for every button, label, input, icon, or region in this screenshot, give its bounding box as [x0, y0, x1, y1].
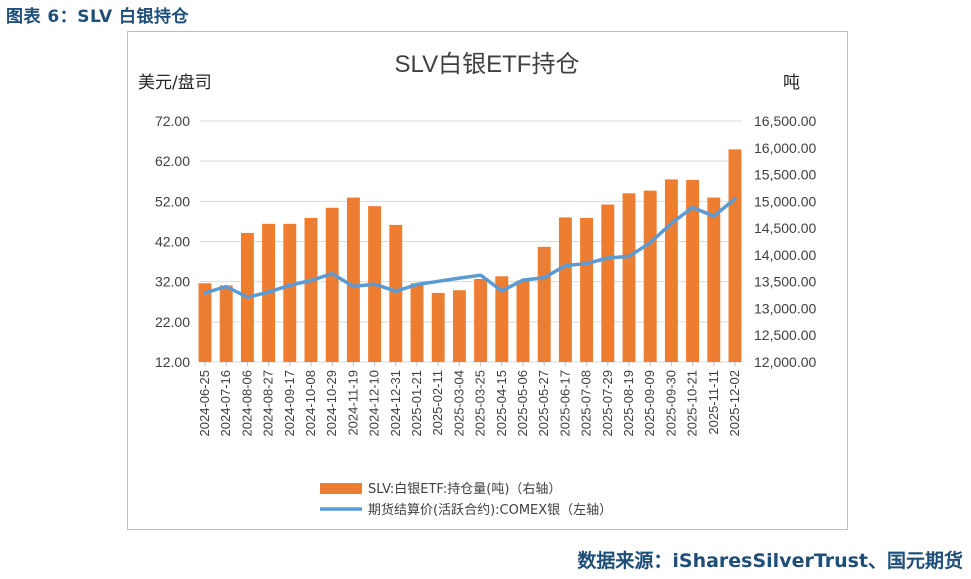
bar-holdings	[410, 283, 424, 362]
x-tick-label: 2025-12-02	[727, 370, 742, 437]
legend-bar-swatch	[320, 483, 362, 494]
x-axis-ticks: 2024-06-25 2024-07-16 2024-08-06 2024-08-27…	[197, 362, 742, 437]
left-tick-label: 12.00	[155, 354, 190, 370]
chart-title: SLV白银ETF持仓	[395, 51, 580, 78]
bar-holdings	[304, 217, 318, 362]
bar-holdings	[537, 246, 551, 362]
x-tick-label: 2025-07-08	[579, 370, 594, 437]
x-tick-label: 2024-08-06	[239, 370, 254, 437]
x-tick-label: 2025-01-21	[409, 370, 424, 437]
left-tick-label: 22.00	[155, 314, 190, 330]
bar-holdings	[452, 290, 466, 362]
bar-holdings	[601, 204, 615, 362]
line-series-comex-silver	[203, 197, 737, 300]
chart-svg: SLV白银ETF持仓 美元/盘司 吨 72.00 62.00 52.00 42.00 3…	[138, 51, 816, 518]
legend-bar-label: SLV:白银ETF:持仓量(吨)（右轴）	[368, 481, 561, 497]
x-tick-label: 2024-07-16	[218, 370, 233, 437]
right-tick-label: 13,500.00	[754, 274, 816, 290]
right-tick-label: 16,500.00	[754, 113, 816, 129]
x-tick-label: 2025-11-11	[706, 370, 721, 435]
bar-holdings	[495, 276, 509, 362]
bar-holdings	[389, 224, 403, 362]
bar-holdings	[580, 217, 594, 362]
x-tick-label: 2025-02-11	[430, 370, 445, 436]
left-tick-label: 52.00	[155, 193, 190, 209]
bar-holdings	[346, 197, 360, 362]
bar-holdings	[219, 285, 233, 362]
bar-holdings	[516, 280, 530, 362]
right-tick-label: 12,000.00	[754, 354, 816, 370]
x-tick-label: 2024-11-19	[345, 370, 360, 436]
x-tick-label: 2024-06-25	[197, 370, 212, 437]
chart-frame: SLV白银ETF持仓 美元/盘司 吨 72.00 62.00 52.00 42.00 3…	[127, 31, 848, 530]
right-tick-label: 12,500.00	[754, 327, 816, 343]
x-tick-label: 2024-12-10	[367, 370, 382, 437]
left-tick-label: 62.00	[155, 153, 190, 169]
x-tick-label: 2025-09-30	[663, 370, 678, 437]
left-axis-ticks: 72.00 62.00 52.00 42.00 32.00 22.00 12.00	[155, 113, 190, 370]
left-tick-label: 32.00	[155, 274, 190, 290]
right-tick-label: 14,500.00	[754, 220, 816, 236]
x-tick-label: 2024-10-08	[303, 370, 318, 437]
gridlines	[200, 120, 742, 363]
x-tick-label: 2024-10-29	[324, 370, 339, 437]
legend-line-label: 期货结算价(活跃合约):COMEX银（左轴）	[368, 502, 612, 518]
left-tick-label: 72.00	[155, 113, 190, 129]
right-axis-label: 吨	[783, 73, 800, 93]
x-tick-label: 2024-08-27	[261, 370, 276, 437]
bar-holdings	[686, 179, 700, 362]
bar-holdings	[283, 223, 297, 362]
legend: SLV:白银ETF:持仓量(吨)（右轴） 期货结算价(活跃合约):COMEX银（…	[320, 481, 612, 518]
x-tick-label: 2025-05-06	[515, 370, 530, 437]
bar-holdings	[325, 207, 339, 362]
x-tick-label: 2025-03-04	[451, 370, 466, 437]
x-tick-label: 2025-06-17	[557, 370, 572, 437]
right-tick-label: 13,000.00	[754, 300, 816, 316]
x-tick-label: 2025-04-15	[494, 370, 509, 437]
source-note: 数据来源：iSharesSilverTrust、国元期货	[577, 550, 963, 572]
figure-label: 图表 6：SLV 白银持仓	[6, 7, 190, 27]
bar-holdings	[198, 283, 212, 362]
x-tick-label: 2025-08-19	[621, 370, 636, 437]
bar-holdings	[558, 217, 572, 362]
right-axis-ticks: 16,500.00 16,000.00 15,500.00 15,000.00 14,5…	[754, 113, 816, 370]
x-tick-label: 2024-12-31	[388, 370, 403, 437]
bar-holdings	[474, 278, 488, 362]
right-tick-label: 15,000.00	[754, 193, 816, 209]
bar-holdings	[707, 197, 721, 362]
x-tick-label: 2025-07-29	[600, 370, 615, 437]
left-axis-label: 美元/盘司	[138, 73, 212, 93]
x-tick-label: 2025-05-27	[536, 370, 551, 437]
x-tick-label: 2025-03-25	[473, 370, 488, 437]
bar-holdings	[728, 149, 742, 362]
x-tick-label: 2025-10-21	[685, 370, 700, 437]
right-tick-label: 16,000.00	[754, 140, 816, 156]
bar-holdings	[431, 292, 445, 362]
bar-holdings	[643, 190, 657, 362]
bar-holdings	[664, 179, 678, 362]
x-tick-label: 2025-09-09	[642, 370, 657, 437]
right-tick-label: 15,500.00	[754, 167, 816, 183]
bar-series	[198, 149, 742, 362]
right-tick-label: 14,000.00	[754, 247, 816, 263]
x-tick-label: 2024-09-17	[282, 370, 297, 437]
left-tick-label: 42.00	[155, 234, 190, 250]
bar-holdings	[622, 193, 636, 362]
